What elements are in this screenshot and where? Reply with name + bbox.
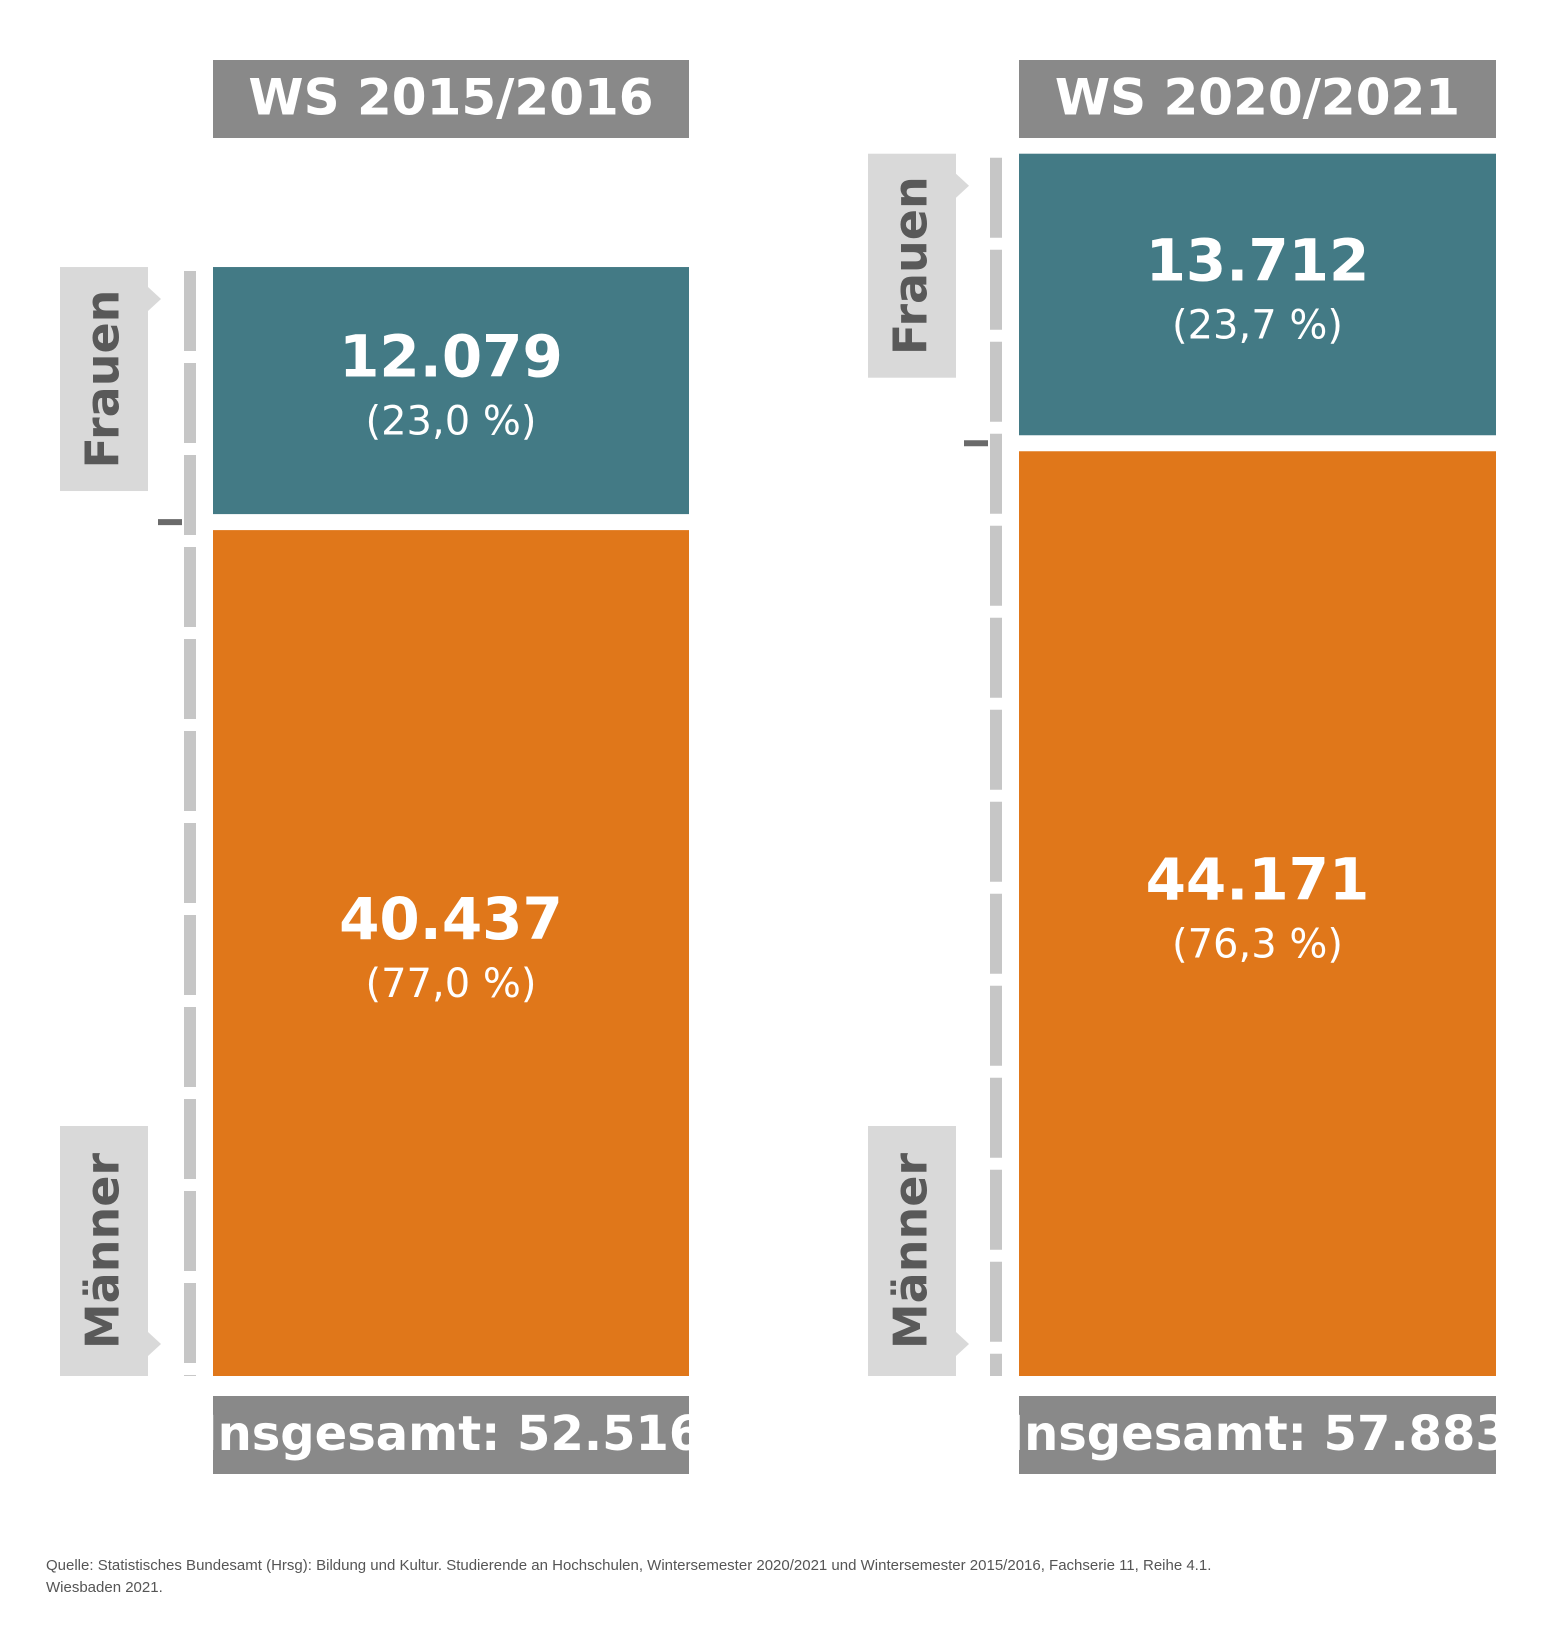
side-label-box — [868, 153, 956, 378]
source: Quelle: Statistisches Bundesamt (Hrsg): … — [46, 1555, 1211, 1599]
header-box — [1019, 60, 1496, 138]
side-label-pointer — [956, 173, 969, 198]
side-label-box — [868, 1126, 956, 1376]
header-label: WS 2015/2016 — [248, 69, 653, 127]
header-label: WS 2020/2021 — [1055, 69, 1460, 127]
bar-segment — [1019, 451, 1496, 1376]
percent-label: (23,7 %) — [1172, 302, 1343, 348]
value-label: 40.437 — [339, 885, 563, 953]
bar-segment — [213, 267, 689, 515]
percent-label: (23,0 %) — [366, 399, 537, 445]
total-label: Insgesamt: 52.516 — [200, 1406, 703, 1462]
percent-label: (76,3 %) — [1172, 922, 1343, 968]
total-box — [1019, 1396, 1496, 1474]
side-label-box — [60, 267, 148, 492]
chart: WS 2015/2016 40.437 (77,0 %) 12.079 (23,0 %)… — [60, 60, 1509, 1474]
side-label-pointer — [956, 1332, 969, 1356]
side-label: Frauen — [884, 176, 938, 355]
side-label: Frauen — [76, 290, 130, 469]
side-label: Männer — [76, 1153, 130, 1350]
side-label: Männer — [884, 1153, 938, 1350]
percent-label: (77,0 %) — [366, 961, 537, 1007]
side-label-box — [60, 1126, 148, 1376]
header-box — [213, 60, 689, 138]
value-label: 13.712 — [1146, 227, 1370, 295]
bar-segment — [213, 530, 689, 1376]
side-label-pointer — [148, 1332, 161, 1356]
side-label-pointer — [148, 287, 161, 312]
source-line: Quelle: Statistisches Bundesamt (Hrsg): … — [46, 1557, 1212, 1574]
source-line: Wiesbaden 2021. — [46, 1579, 163, 1596]
bar-segment — [1019, 153, 1496, 436]
total-label: Insgesamt: 57.883 — [1006, 1406, 1509, 1462]
total-box — [213, 1396, 689, 1474]
value-label: 44.171 — [1146, 846, 1370, 914]
value-label: 12.079 — [339, 323, 563, 391]
